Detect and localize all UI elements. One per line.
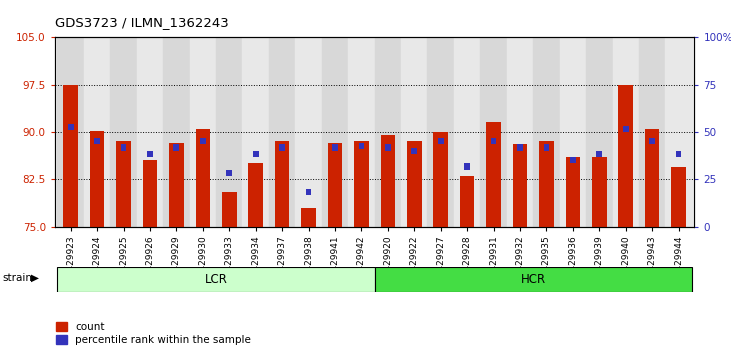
Bar	[613, 37, 639, 227]
Bar	[566, 157, 580, 227]
Bar	[306, 189, 311, 195]
Bar	[216, 37, 243, 227]
Bar	[460, 176, 474, 227]
Bar	[354, 141, 368, 227]
Bar	[189, 37, 216, 227]
Bar	[592, 157, 607, 227]
Bar	[639, 37, 665, 227]
Bar	[596, 151, 602, 157]
Bar	[586, 37, 613, 227]
Bar	[327, 143, 342, 227]
Bar	[381, 135, 395, 227]
Bar	[358, 143, 364, 149]
Bar	[480, 37, 507, 227]
Bar	[269, 37, 295, 227]
Bar	[64, 85, 78, 227]
Bar	[374, 37, 401, 227]
Bar	[560, 37, 586, 227]
Bar	[665, 37, 692, 227]
Legend: count, percentile rank within the sample: count, percentile rank within the sample	[56, 322, 251, 345]
Text: LCR: LCR	[205, 273, 227, 286]
Bar	[84, 37, 110, 227]
Bar	[58, 267, 374, 292]
Bar	[295, 37, 322, 227]
Bar	[464, 164, 470, 170]
Bar	[249, 164, 263, 227]
Bar	[454, 37, 480, 227]
Bar	[58, 37, 84, 227]
Bar	[512, 144, 527, 227]
Bar	[121, 144, 126, 151]
Bar	[539, 141, 553, 227]
Bar	[649, 138, 655, 144]
Bar	[428, 37, 454, 227]
Bar	[137, 37, 163, 227]
Bar	[275, 141, 289, 227]
Bar	[222, 192, 237, 227]
Bar	[196, 129, 210, 227]
Bar	[90, 131, 105, 227]
Bar	[533, 37, 560, 227]
Bar	[301, 207, 316, 227]
Bar	[412, 148, 417, 154]
Bar	[94, 138, 100, 144]
Bar	[618, 85, 633, 227]
Bar	[675, 151, 681, 157]
Bar	[570, 157, 576, 164]
Text: GDS3723 / ILMN_1362243: GDS3723 / ILMN_1362243	[55, 16, 229, 29]
Bar	[68, 124, 74, 130]
Bar	[401, 37, 428, 227]
Text: strain: strain	[2, 273, 32, 283]
Bar	[438, 138, 444, 144]
Bar	[227, 170, 232, 176]
Bar	[507, 37, 533, 227]
Bar	[253, 151, 259, 157]
Text: ▶: ▶	[31, 273, 39, 283]
Bar	[433, 132, 448, 227]
Bar	[544, 144, 549, 151]
Bar	[110, 37, 137, 227]
Bar	[200, 138, 205, 144]
Bar	[147, 151, 153, 157]
Bar	[116, 141, 131, 227]
Bar	[348, 37, 374, 227]
Bar	[645, 129, 659, 227]
Bar	[623, 126, 629, 132]
Bar	[332, 144, 338, 151]
Bar	[163, 37, 189, 227]
Bar	[407, 141, 422, 227]
Bar	[671, 167, 686, 227]
Bar	[173, 144, 179, 151]
Bar	[517, 144, 523, 151]
Bar	[279, 144, 285, 151]
Bar	[243, 37, 269, 227]
Bar	[143, 160, 157, 227]
Bar	[374, 267, 692, 292]
Bar	[385, 144, 391, 151]
Bar	[169, 143, 183, 227]
Bar	[322, 37, 348, 227]
Bar	[491, 138, 496, 144]
Bar	[486, 122, 501, 227]
Text: HCR: HCR	[520, 273, 546, 286]
